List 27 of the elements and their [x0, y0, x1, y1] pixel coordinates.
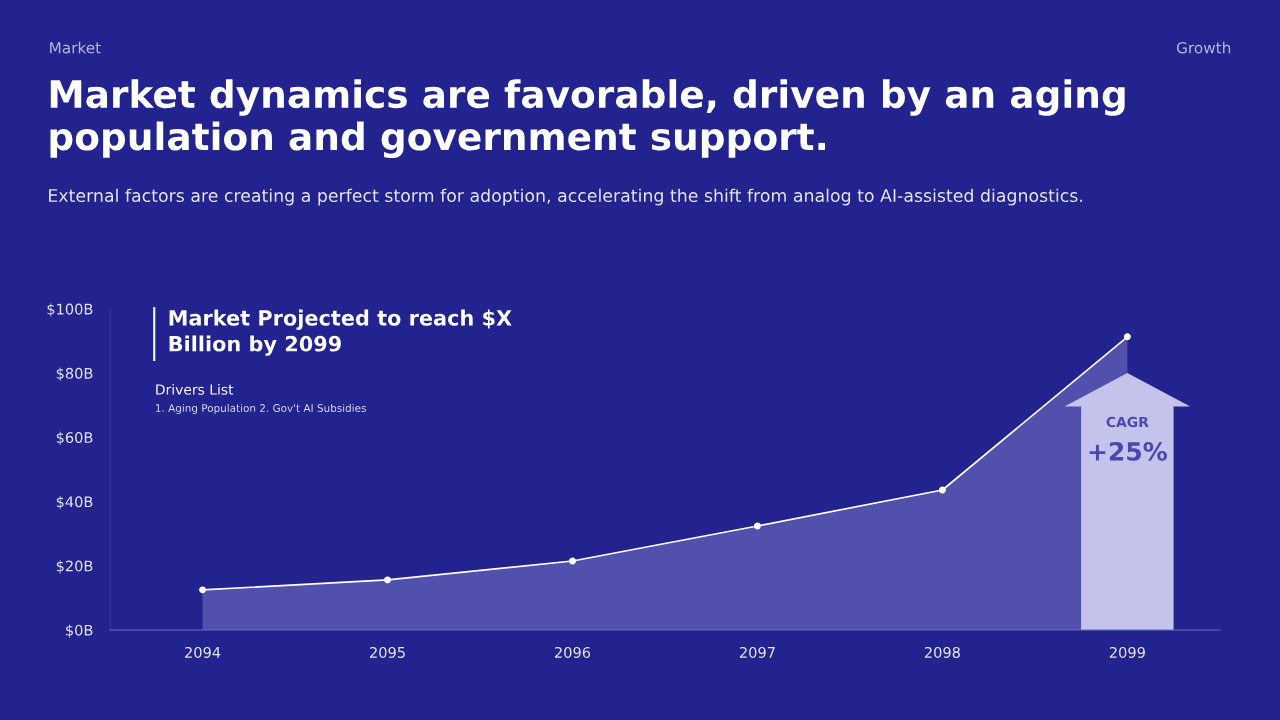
point [1123, 333, 1131, 341]
point [384, 576, 391, 584]
text: Growth [1176, 41, 1231, 54]
point [753, 522, 761, 530]
annotation: Market Projected to reach $X Billion by 2099 [169, 309, 512, 356]
x-tick-label: 2095 [370, 646, 405, 658]
text: Market [50, 41, 101, 54]
x-tick-label: 2097 [739, 646, 775, 658]
annotation: 1. Aging Population 2. Gov't AI Subsidies [156, 403, 366, 415]
point [938, 486, 946, 494]
y-tick-label: $60B [56, 431, 93, 446]
y-tick-label: $20B [56, 560, 93, 574]
y-tick-label: $0B [66, 624, 93, 638]
x-tick-label: 2099 [1109, 646, 1145, 658]
y-tick-label: $40B [56, 496, 93, 510]
annotation: CAGR [1106, 416, 1149, 428]
point [199, 586, 207, 594]
x-tick-label: 2098 [924, 646, 960, 658]
x-tick-label: 2094 [185, 646, 221, 658]
annotation: Drivers List [156, 384, 234, 395]
y-tick-label: $80B [56, 367, 93, 381]
x-tick-label: 2096 [554, 646, 591, 658]
annotation: +25% [1089, 441, 1167, 461]
y-tick-label: $100B [47, 303, 93, 317]
point [569, 557, 576, 565]
chart-subtitle: External factors are creating a perfect storm for adoption, accelerating the shift from analog to AI-assisted diagnostics. [49, 188, 1083, 206]
chart-title: Market dynamics are favorable, driven by an aging population and government support. [50, 79, 1125, 159]
